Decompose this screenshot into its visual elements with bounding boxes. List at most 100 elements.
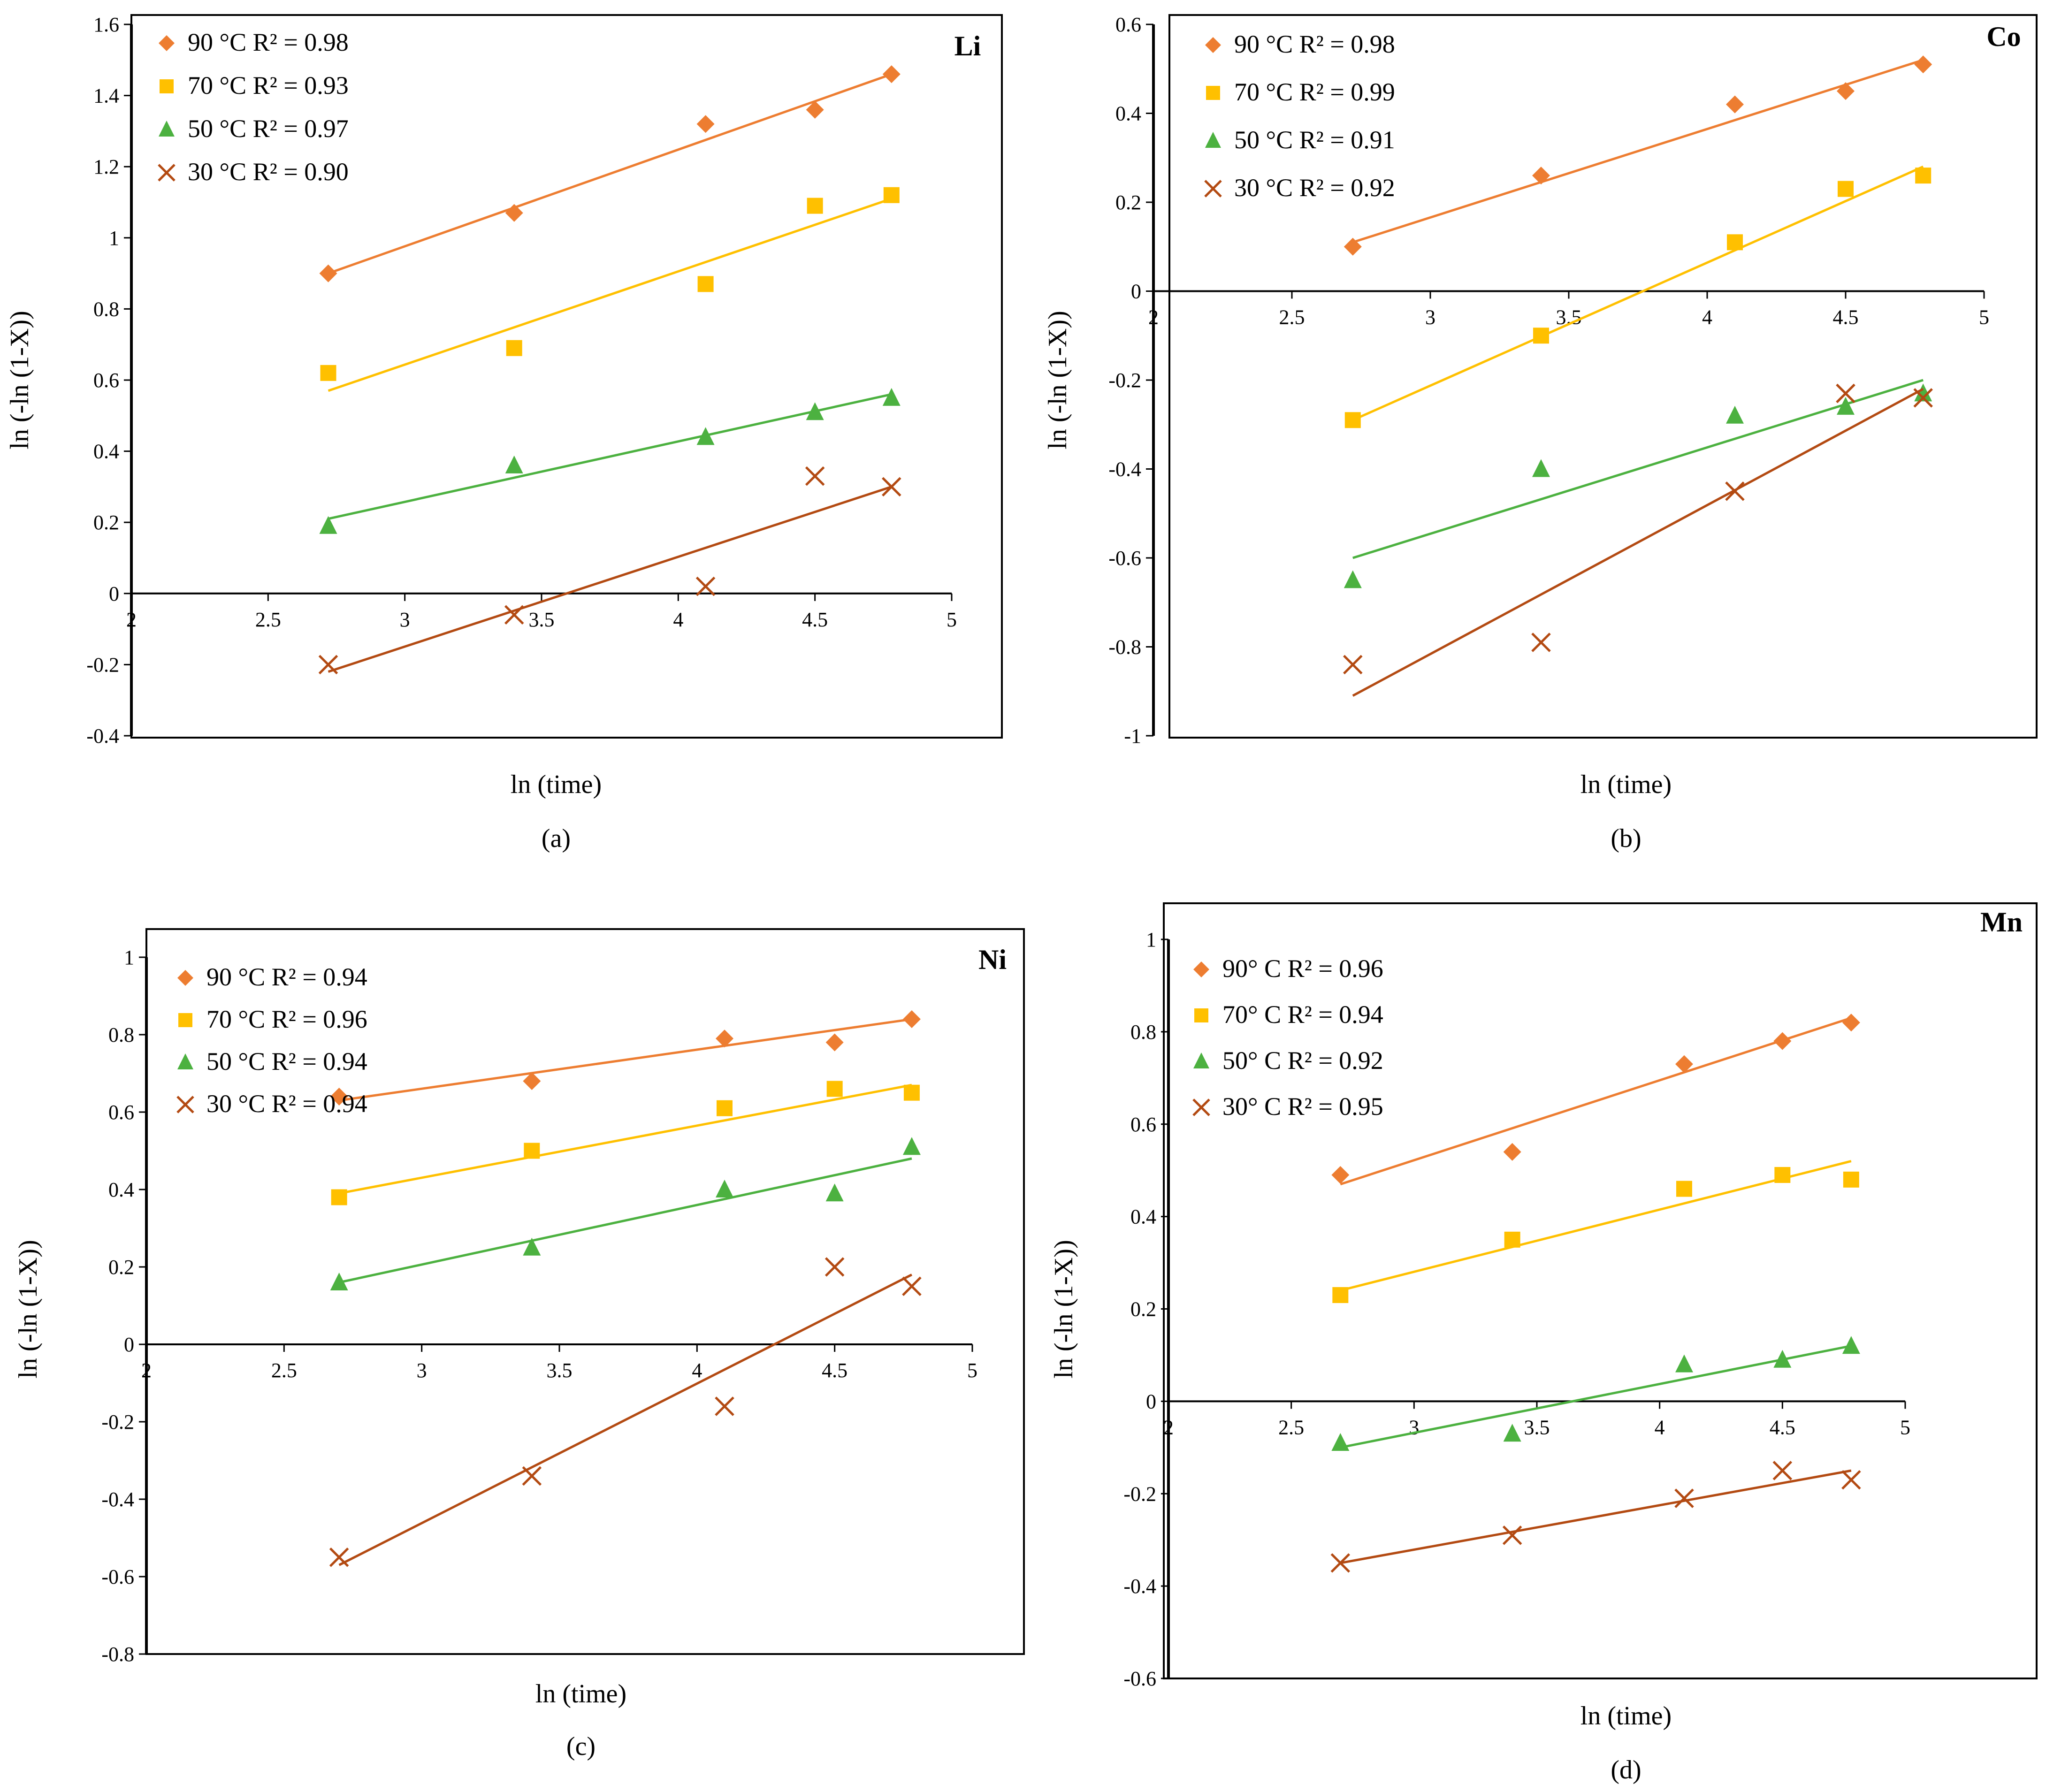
data-point bbox=[1502, 1525, 1522, 1545]
data-point bbox=[522, 1466, 542, 1486]
trend-line bbox=[1352, 59, 1924, 244]
x-tick-label: 3.5 bbox=[529, 608, 555, 631]
data-point bbox=[1773, 1350, 1792, 1368]
y-tick-label: 0.8 bbox=[1130, 1021, 1156, 1044]
legend-marker-square bbox=[1206, 86, 1220, 100]
series-triangle bbox=[330, 1137, 921, 1290]
y-tick-label: -0.4 bbox=[1123, 1575, 1156, 1598]
x-axis-title: ln (time) bbox=[535, 1679, 626, 1708]
data-point bbox=[330, 1273, 348, 1290]
legend-marker-square bbox=[160, 79, 174, 93]
y-tick-label: -0.8 bbox=[1108, 636, 1141, 659]
panel-caption: (c) bbox=[566, 1732, 595, 1761]
y-axis-title: ln (-ln (1-X)) bbox=[1049, 1240, 1078, 1378]
data-point bbox=[882, 477, 901, 497]
data-point bbox=[504, 605, 524, 625]
data-point bbox=[330, 1088, 348, 1106]
y-tick-label: 1 bbox=[1146, 928, 1156, 951]
legend-marker-square bbox=[178, 1013, 192, 1027]
data-point bbox=[1842, 1014, 1860, 1032]
y-tick-label: 0.2 bbox=[108, 1256, 134, 1279]
x-tick-label: 5 bbox=[967, 1359, 977, 1382]
data-point bbox=[1836, 383, 1855, 404]
x-axis-title: ln (time) bbox=[511, 770, 602, 799]
legend-marker-square bbox=[1194, 1008, 1208, 1022]
data-point bbox=[319, 264, 337, 282]
y-tick-label: 0.6 bbox=[93, 369, 119, 392]
data-point bbox=[1841, 1470, 1861, 1490]
y-tick-label: 0.4 bbox=[93, 440, 119, 463]
x-tick-label: 4.5 bbox=[1833, 306, 1859, 329]
x-tick-label: 4 bbox=[1655, 1416, 1665, 1439]
x-axis-title: ln (time) bbox=[1580, 770, 1672, 799]
data-point bbox=[1532, 167, 1550, 185]
y-tick-label: -0.4 bbox=[86, 724, 119, 747]
legend-entry: 90 °C R² = 0.98 bbox=[1205, 30, 1395, 58]
data-point bbox=[318, 655, 338, 675]
series-x bbox=[318, 466, 901, 675]
legend-entry: 90 °C R² = 0.98 bbox=[159, 28, 349, 56]
data-point bbox=[902, 1010, 921, 1028]
legend-label: 30 °C R² = 0.94 bbox=[206, 1090, 367, 1118]
legend-entry: 50 °C R² = 0.97 bbox=[159, 114, 349, 143]
data-point bbox=[1533, 328, 1549, 344]
trend-line bbox=[1352, 388, 1924, 697]
y-tick-label: -0.8 bbox=[101, 1643, 134, 1666]
legend-label: 50 °C R² = 0.94 bbox=[206, 1047, 367, 1075]
trend-line bbox=[1340, 1344, 1852, 1449]
y-tick-label: 0.2 bbox=[93, 511, 119, 534]
data-point bbox=[1842, 1336, 1860, 1354]
data-point bbox=[695, 576, 716, 596]
y-tick-label: 1.6 bbox=[93, 13, 119, 36]
x-tick-label: 2 bbox=[126, 608, 137, 631]
trend-line bbox=[328, 73, 892, 275]
data-point bbox=[1504, 1231, 1520, 1248]
legend-label: 90° C R² = 0.96 bbox=[1222, 954, 1383, 983]
panel-caption: (d) bbox=[1611, 1755, 1641, 1784]
legend-entry: 30° C R² = 0.95 bbox=[1192, 1092, 1383, 1121]
legend-entry: 90 °C R² = 0.94 bbox=[177, 963, 367, 991]
legend-label: 30 °C R² = 0.92 bbox=[1234, 174, 1395, 202]
series-square bbox=[331, 1081, 920, 1205]
data-point bbox=[1503, 1424, 1521, 1442]
series-diamond bbox=[1344, 55, 1932, 256]
panel-element-label: Co bbox=[1986, 21, 2021, 52]
legend-entry: 70 °C R² = 0.96 bbox=[178, 1005, 367, 1033]
y-tick-label: 0.4 bbox=[1130, 1205, 1156, 1228]
x-tick-label: 2 bbox=[141, 1359, 152, 1382]
y-tick-label: 0 bbox=[1131, 280, 1141, 303]
data-point bbox=[1344, 570, 1362, 588]
trend-line bbox=[339, 1018, 912, 1102]
data-point bbox=[1531, 633, 1551, 652]
data-point bbox=[1343, 655, 1363, 675]
data-point bbox=[1726, 405, 1744, 424]
data-point bbox=[696, 115, 715, 133]
panel-c: -0.8 -0.6 -0.4 -0.2 0 0.2 0.4 0.6 0.8 1 2 2.5 3 3.5 4 4… bbox=[14, 928, 1025, 1761]
legend-label: 90 °C R² = 0.98 bbox=[1234, 30, 1395, 58]
data-point bbox=[1726, 95, 1744, 114]
data-point bbox=[1332, 1287, 1349, 1303]
data-point bbox=[1837, 397, 1855, 415]
x-tick-label: 3 bbox=[1409, 1416, 1419, 1439]
data-point bbox=[1344, 412, 1361, 428]
series-triangle bbox=[319, 388, 901, 534]
legend-label: 90 °C R² = 0.94 bbox=[206, 963, 367, 991]
legend-entry: 70° C R² = 0.94 bbox=[1194, 1000, 1383, 1029]
series-diamond bbox=[330, 1010, 921, 1106]
x-tick-label: 5 bbox=[947, 608, 957, 631]
y-tick-label: -0.2 bbox=[1123, 1482, 1156, 1505]
y-tick-label: 0.2 bbox=[1115, 191, 1141, 214]
legend-marker-triangle bbox=[1205, 132, 1221, 148]
data-point bbox=[1532, 459, 1550, 477]
y-tick-label: 0.4 bbox=[1115, 102, 1141, 125]
legend-label: 50 °C R² = 0.97 bbox=[188, 114, 349, 143]
data-point bbox=[1676, 1181, 1692, 1197]
trend-line bbox=[328, 198, 892, 392]
data-point bbox=[902, 1276, 922, 1296]
x-tick-label: 3.5 bbox=[1524, 1416, 1550, 1439]
data-point bbox=[1915, 168, 1931, 184]
series-x bbox=[329, 1257, 922, 1567]
y-tick-label: 0 bbox=[1146, 1390, 1156, 1413]
y-tick-label: 1.4 bbox=[93, 84, 119, 107]
panel-element-label: Mn bbox=[1980, 907, 2023, 938]
